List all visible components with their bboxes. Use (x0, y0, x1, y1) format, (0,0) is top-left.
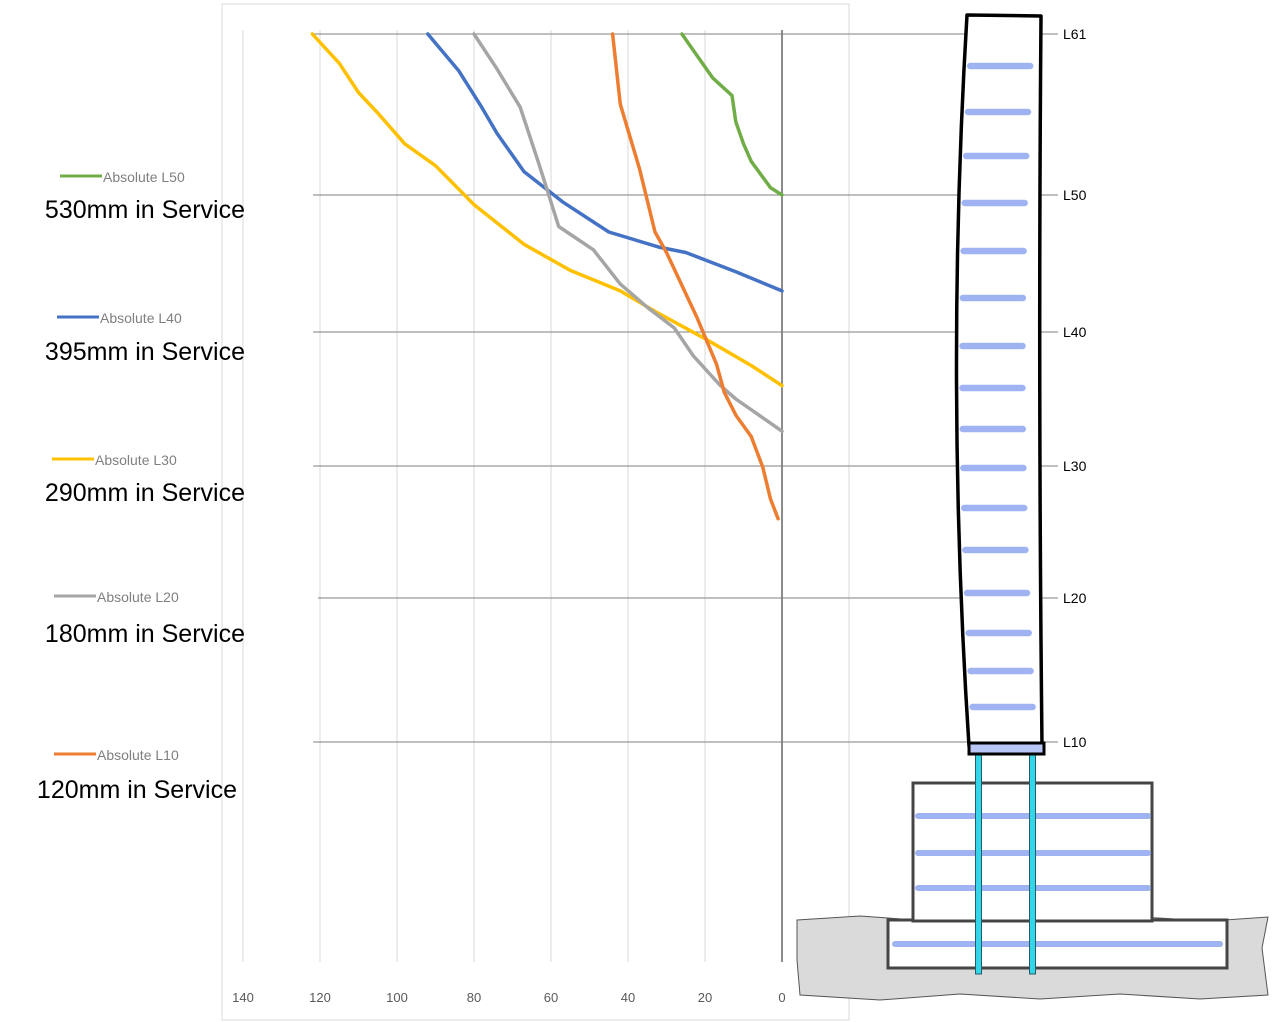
service-deflection-label: 180mm in Service (45, 620, 245, 648)
level-label-L40: L40 (1063, 324, 1087, 340)
tick-label-120: 120 (309, 990, 331, 1005)
level-label-L50: L50 (1063, 187, 1087, 203)
tick-label-100: 100 (386, 990, 408, 1005)
tower-floor-slabs (959, 62, 1036, 711)
level-label-L61: L61 (1063, 26, 1087, 42)
service-deflection-label: 120mm in Service (37, 776, 237, 804)
x-axis-ticks: 140 120 100 80 60 40 20 0 (232, 990, 785, 1005)
legend: Absolute L50 530mm in Service Absolute L40… (37, 169, 245, 804)
level-lines: L61 L50 L40 L30 L20 L10 (313, 26, 1087, 750)
tick-label-60: 60 (544, 990, 558, 1005)
series-lines (310, 32, 784, 521)
level-label-L20: L20 (1063, 590, 1087, 606)
legend-label: Absolute L30 (95, 452, 177, 468)
legend-label: Absolute L10 (97, 747, 179, 763)
service-deflection-label: 290mm in Service (45, 479, 245, 507)
series-line-absolute-l10 (610, 32, 780, 521)
series-line-absolute-l20 (472, 32, 784, 433)
tick-label-20: 20 (698, 990, 712, 1005)
transfer-slab (967, 741, 1046, 756)
service-deflection-label: 530mm in Service (45, 196, 245, 224)
tick-label-80: 80 (467, 990, 481, 1005)
legend-label: Absolute L20 (97, 589, 179, 605)
chart-frame (221, 3, 850, 1021)
service-deflection-label: 395mm in Service (45, 338, 245, 366)
level-label-L30: L30 (1063, 458, 1087, 474)
tick-label-40: 40 (621, 990, 635, 1005)
tick-label-0: 0 (778, 990, 785, 1005)
series-line-absolute-l40 (426, 32, 784, 293)
legend-label: Absolute L50 (103, 169, 185, 185)
vertical-gridlines (242, 30, 706, 962)
series-line-absolute-l50 (680, 32, 784, 197)
level-label-L10: L10 (1063, 734, 1087, 750)
tick-label-140: 140 (232, 990, 254, 1005)
tower-outline (954, 13, 1044, 748)
legend-label: Absolute L40 (100, 310, 182, 326)
series-line-absolute-l30 (310, 32, 784, 388)
